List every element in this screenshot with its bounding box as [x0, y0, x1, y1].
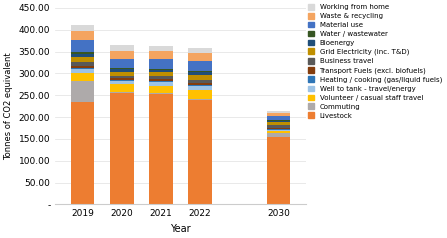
Bar — [188, 86, 212, 90]
Bar — [188, 99, 212, 204]
Bar — [188, 48, 212, 53]
Bar — [71, 52, 94, 54]
Bar — [267, 116, 290, 120]
Bar — [110, 78, 134, 80]
Bar — [149, 81, 173, 82]
Bar — [149, 72, 173, 76]
Bar — [188, 72, 212, 75]
Bar — [267, 130, 290, 131]
Bar — [149, 69, 173, 70]
Bar — [71, 57, 94, 62]
Bar — [110, 93, 134, 204]
Bar — [71, 81, 94, 102]
Bar — [188, 83, 212, 85]
Bar — [110, 92, 134, 93]
Bar — [149, 46, 173, 51]
Bar — [149, 86, 173, 94]
Bar — [149, 82, 173, 86]
Bar — [110, 80, 134, 81]
Bar — [71, 54, 94, 57]
Bar — [267, 125, 290, 128]
Bar — [267, 120, 290, 122]
Bar — [149, 70, 173, 72]
Bar — [149, 94, 173, 204]
Bar — [267, 128, 290, 129]
Bar — [267, 122, 290, 125]
Bar — [188, 71, 212, 72]
Bar — [267, 113, 290, 116]
Bar — [110, 68, 134, 69]
Bar — [267, 133, 290, 137]
Bar — [71, 62, 94, 66]
Bar — [149, 76, 173, 79]
Bar — [110, 69, 134, 72]
X-axis label: Year: Year — [170, 224, 191, 234]
Bar — [71, 73, 94, 81]
Bar — [71, 40, 94, 52]
Bar — [188, 80, 212, 83]
Bar — [149, 79, 173, 81]
Bar — [267, 129, 290, 130]
Bar — [149, 51, 173, 59]
Bar — [71, 102, 94, 204]
Bar — [71, 31, 94, 40]
Bar — [110, 59, 134, 68]
Bar — [71, 68, 94, 69]
Bar — [188, 53, 212, 61]
Bar — [110, 51, 134, 59]
Bar — [110, 81, 134, 84]
Bar — [110, 84, 134, 92]
Bar — [149, 59, 173, 69]
Bar — [188, 61, 212, 71]
Bar — [110, 45, 134, 51]
Bar — [267, 137, 290, 204]
Legend: Working from home, Waste & recycling, Material use, Water / wastewater, Bioenerg: Working from home, Waste & recycling, Ma… — [308, 4, 442, 119]
Bar — [71, 66, 94, 68]
Bar — [267, 111, 290, 113]
Bar — [71, 69, 94, 73]
Bar — [188, 75, 212, 80]
Bar — [110, 72, 134, 76]
Bar — [267, 131, 290, 133]
Bar — [188, 85, 212, 86]
Bar — [188, 90, 212, 99]
Bar — [71, 25, 94, 31]
Y-axis label: Tonnes of CO2 equivalent: Tonnes of CO2 equivalent — [4, 52, 13, 160]
Bar — [110, 76, 134, 78]
